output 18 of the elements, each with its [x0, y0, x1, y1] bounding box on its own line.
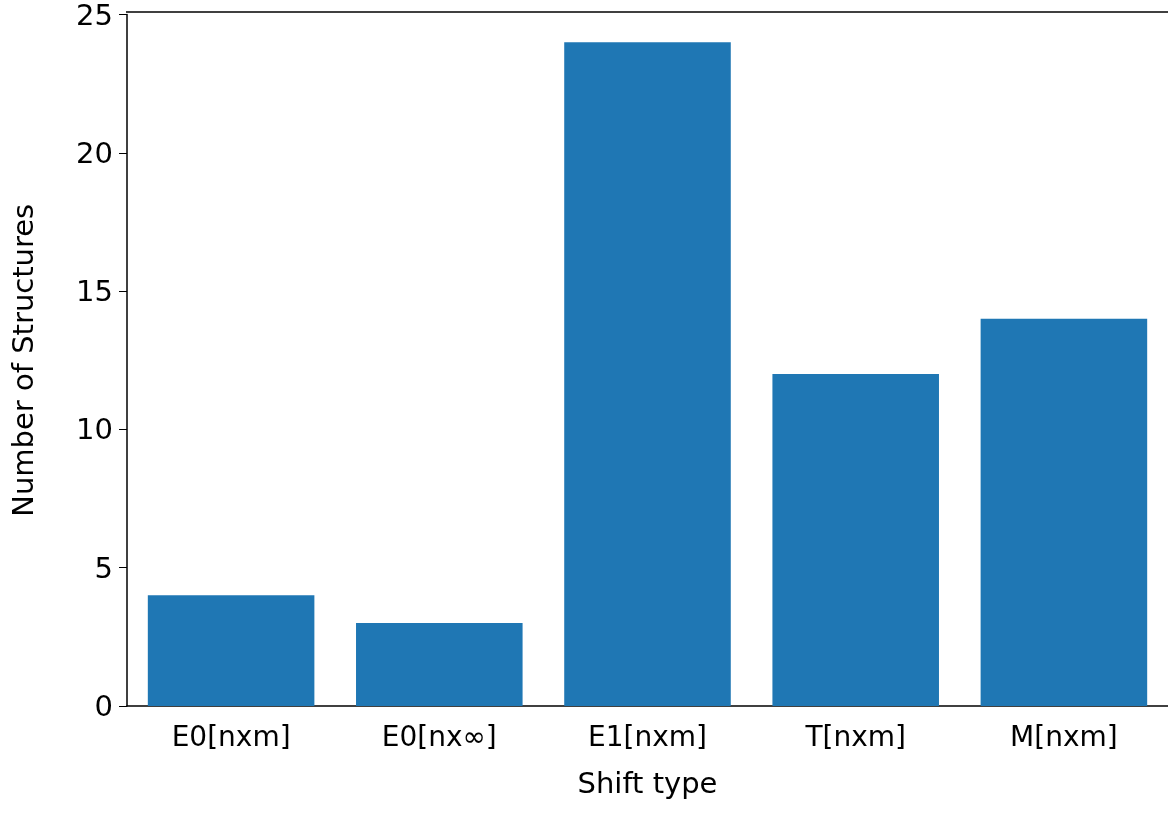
y-axis-title: Number of Structures	[5, 203, 40, 517]
x-tick-label: E0[nx∞]	[381, 719, 497, 753]
y-tick-label: 0	[94, 689, 113, 723]
y-tick-label: 25	[76, 0, 113, 32]
x-tick-label: T[nxm]	[804, 719, 906, 753]
y-tick-label: 10	[76, 412, 113, 447]
x-tick-label: M[nxm]	[1010, 719, 1118, 753]
y-tick-label: 15	[76, 274, 113, 309]
x-tick-label: E0[nxm]	[171, 719, 291, 753]
bar	[147, 595, 315, 706]
y-tick-label: 20	[76, 135, 113, 170]
bar	[564, 42, 731, 706]
x-axis-title: Shift type	[577, 765, 718, 800]
x-tick-label: E1[nxm]	[588, 719, 707, 753]
bar	[772, 374, 939, 706]
y-tick-label: 5	[94, 550, 113, 585]
bar	[356, 623, 523, 706]
bar	[980, 318, 1148, 706]
